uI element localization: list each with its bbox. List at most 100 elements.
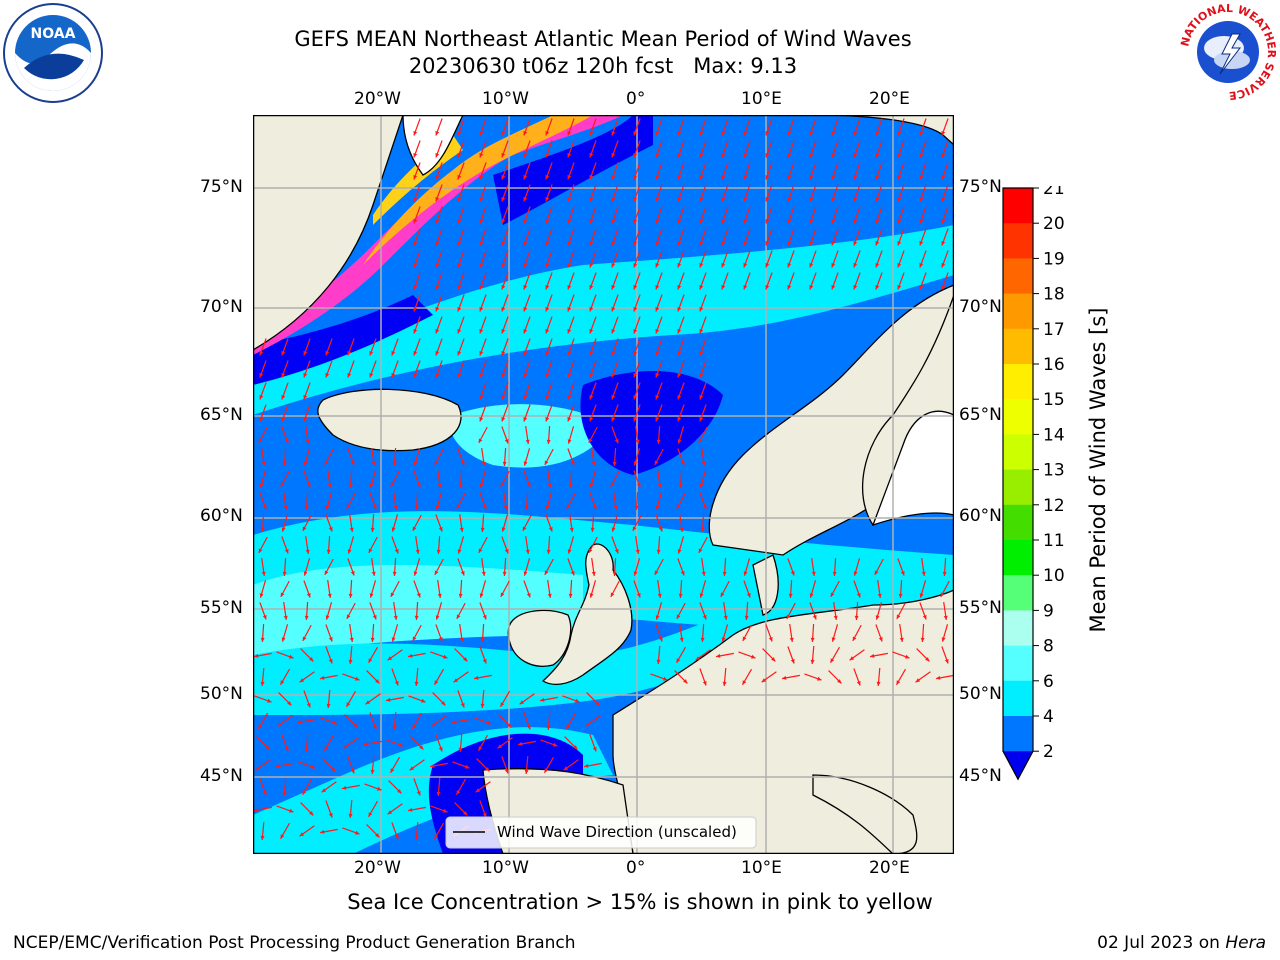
wave-arrow-head: [523, 175, 528, 180]
wave-arrow-head: [595, 701, 600, 706]
colorbar-cell: [1003, 434, 1033, 471]
wave-arrow-head: [588, 438, 593, 443]
colorbar-tick-label: 10: [1043, 566, 1065, 586]
wave-arrow-head: [259, 395, 264, 400]
wave-arrow-head: [460, 703, 465, 708]
wave-arrow-head: [546, 725, 551, 730]
wave-arrow-head: [919, 285, 924, 290]
wave-arrow-head: [677, 351, 682, 356]
footer-date-text: 02 Jul 2023 on: [1097, 933, 1226, 953]
wave-arrow-head: [545, 395, 550, 400]
wave-arrow-head: [897, 263, 902, 268]
wave-arrow-head: [699, 263, 704, 268]
wave-arrow-head: [940, 592, 945, 597]
wave-band: [253, 615, 753, 715]
colorbar-cell: [1003, 328, 1033, 365]
wave-arrow-head: [656, 439, 661, 444]
wave-band: [493, 115, 653, 225]
wave-arrow-head: [544, 460, 549, 465]
wave-arrow-head: [573, 745, 578, 750]
wave-arrow-head: [676, 504, 681, 509]
wave-arrow-head: [408, 807, 413, 812]
wave-arrow-head: [589, 351, 594, 356]
chart-title: GEFS MEAN Northeast Atlantic Mean Period…: [294, 27, 912, 51]
wave-arrow-head: [743, 571, 748, 576]
wave-arrow-head: [413, 285, 418, 290]
wave-arrow-head: [695, 656, 701, 661]
footer-date: 02 Jul 2023 on Hera: [1097, 933, 1266, 953]
wave-arrow-head: [831, 637, 836, 642]
wave-arrow-head: [281, 417, 286, 422]
wave-arrow-head: [262, 505, 267, 510]
wave-arrow-head: [744, 615, 749, 620]
wave-arrow-head: [497, 744, 503, 749]
wave-arrow-head: [941, 175, 946, 180]
wave-arrow-head: [655, 131, 660, 136]
wave-arrow-head: [414, 681, 419, 686]
wave-arrow-head: [321, 788, 327, 793]
wave-arrow-head: [306, 483, 311, 488]
wave-arrow-head: [589, 329, 594, 334]
wave-arrow-head: [459, 527, 464, 532]
wave-arrow-head: [677, 307, 682, 312]
wave-arrow-head: [919, 153, 924, 158]
wave-arrow-head: [941, 637, 946, 642]
wave-arrow-head: [457, 329, 462, 334]
wave-arrow-head: [475, 788, 481, 793]
wave-arrow-head: [325, 505, 330, 510]
wave-arrow-head: [478, 548, 483, 553]
colorbar-cell: [1003, 223, 1033, 259]
lon-label-bottom: 0°: [626, 858, 646, 878]
lat-label-right: 60°N: [959, 506, 1002, 526]
wave-arrow-head: [589, 175, 594, 180]
wave-arrow-head: [413, 241, 418, 246]
wave-arrow-head: [567, 219, 572, 224]
wave-arrow-head: [743, 285, 748, 290]
wave-arrow-head: [721, 263, 726, 268]
lat-label-left: 50°N: [200, 684, 243, 704]
wave-arrow-head: [699, 373, 704, 378]
wave-arrow-head: [589, 373, 594, 378]
wave-arrow-head: [545, 285, 550, 290]
wave-arrow-head: [435, 329, 440, 334]
wave-arrow-head: [281, 351, 286, 356]
wave-arrow-head: [547, 593, 552, 598]
wave-arrow-head: [699, 175, 704, 180]
wave-arrow-head: [258, 724, 263, 729]
wave-arrow-head: [479, 285, 484, 290]
lon-label-top: 10°E: [741, 89, 782, 109]
wave-arrow-head: [614, 549, 619, 554]
wave-arrow-head: [452, 719, 457, 724]
wave-arrow-head: [391, 527, 396, 532]
wave-arrow-head: [435, 505, 440, 510]
wave-arrow-head: [589, 153, 594, 158]
wave-arrow-head: [942, 571, 947, 576]
wave-arrow-head: [482, 659, 487, 664]
wave-arrow-head: [303, 373, 308, 378]
wave-arrow-head: [436, 791, 441, 796]
wave-arrow-head: [677, 439, 682, 444]
wave-arrow-head: [546, 439, 551, 444]
wave-arrow-head: [853, 175, 858, 180]
wave-arrow-head: [320, 675, 325, 680]
wave-arrow-head: [592, 505, 597, 510]
wave-arrow-head: [743, 131, 748, 136]
wave-arrow-head: [371, 571, 376, 576]
wave-arrow-head: [412, 724, 417, 729]
wave-arrow-head: [676, 614, 681, 619]
wave-arrow-head: [636, 483, 641, 488]
wave-arrow-head: [655, 417, 660, 422]
wave-arrow-head: [831, 131, 836, 136]
wave-arrow-head: [765, 263, 770, 268]
wave-arrow-head: [941, 219, 946, 224]
wave-arrow-head: [303, 351, 308, 356]
wave-arrow-head: [875, 153, 880, 158]
wave-arrow-head: [635, 439, 640, 444]
wave-arrow-head: [870, 653, 875, 658]
wave-arrow-head: [261, 461, 266, 466]
wave-arrow-head: [437, 593, 442, 598]
wave-arrow-head: [853, 131, 858, 136]
wave-arrow-head: [656, 659, 661, 664]
wave-arrow-head: [463, 657, 468, 662]
wave-arrow-head: [369, 351, 374, 356]
